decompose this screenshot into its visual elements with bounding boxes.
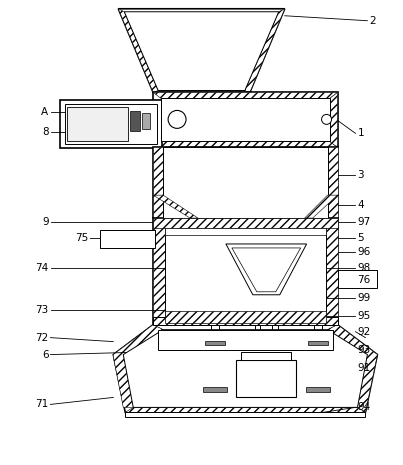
Text: 97: 97 (357, 217, 371, 227)
Polygon shape (153, 93, 338, 99)
Bar (153, 147, 338, 218)
Circle shape (322, 114, 332, 124)
Polygon shape (113, 325, 377, 412)
Polygon shape (328, 325, 377, 412)
Text: 4: 4 (357, 200, 364, 210)
Polygon shape (113, 325, 163, 407)
Text: 71: 71 (35, 399, 48, 409)
Bar (60, 100, 162, 148)
Bar (307, 341, 328, 345)
Bar (130, 112, 140, 131)
Text: 5: 5 (357, 233, 364, 243)
Bar (125, 412, 366, 418)
Polygon shape (153, 141, 338, 147)
Bar (241, 352, 291, 359)
Bar (338, 270, 377, 288)
Bar (153, 218, 338, 325)
Bar (67, 107, 128, 141)
Polygon shape (328, 147, 338, 218)
Bar (100, 230, 155, 248)
Bar (198, 218, 305, 230)
Text: 73: 73 (35, 305, 48, 315)
Text: 94: 94 (357, 402, 371, 412)
Text: 8: 8 (42, 127, 48, 137)
Polygon shape (226, 244, 307, 295)
Polygon shape (113, 325, 163, 355)
Bar (153, 93, 338, 147)
Text: 91: 91 (357, 363, 371, 372)
Bar (153, 218, 338, 228)
Text: 6: 6 (42, 350, 48, 359)
Text: 76: 76 (357, 275, 371, 285)
Bar (203, 387, 227, 392)
Bar (65, 105, 157, 144)
Bar (153, 317, 338, 325)
Bar (165, 228, 326, 235)
Polygon shape (326, 218, 338, 325)
Text: 2: 2 (370, 16, 376, 26)
Text: 99: 99 (357, 293, 371, 303)
Polygon shape (153, 147, 163, 218)
Polygon shape (153, 195, 198, 218)
Text: 72: 72 (35, 332, 48, 343)
Polygon shape (118, 9, 285, 93)
Bar (236, 359, 296, 398)
Bar (163, 147, 328, 218)
Text: 95: 95 (357, 311, 371, 321)
Text: 74: 74 (35, 263, 48, 273)
Bar (161, 99, 330, 141)
Polygon shape (118, 9, 158, 93)
Bar (205, 341, 225, 345)
Text: 96: 96 (357, 247, 371, 257)
Bar (165, 311, 326, 323)
Text: 92: 92 (357, 326, 371, 337)
Polygon shape (328, 325, 377, 355)
Polygon shape (232, 248, 301, 292)
Polygon shape (305, 195, 338, 218)
Polygon shape (153, 218, 165, 325)
Text: 1: 1 (357, 128, 364, 139)
Polygon shape (125, 407, 366, 412)
Circle shape (168, 110, 186, 128)
Text: A: A (42, 107, 48, 118)
Polygon shape (123, 330, 368, 407)
Polygon shape (330, 93, 338, 147)
Bar (305, 387, 330, 392)
Text: 75: 75 (75, 233, 88, 243)
Polygon shape (124, 12, 279, 91)
Bar (165, 218, 326, 325)
Bar (142, 113, 150, 129)
Text: 9: 9 (42, 217, 48, 227)
Bar (158, 330, 332, 350)
Text: 93: 93 (357, 345, 371, 355)
Text: 3: 3 (357, 170, 364, 180)
Polygon shape (245, 9, 285, 93)
Text: 98: 98 (357, 263, 371, 273)
